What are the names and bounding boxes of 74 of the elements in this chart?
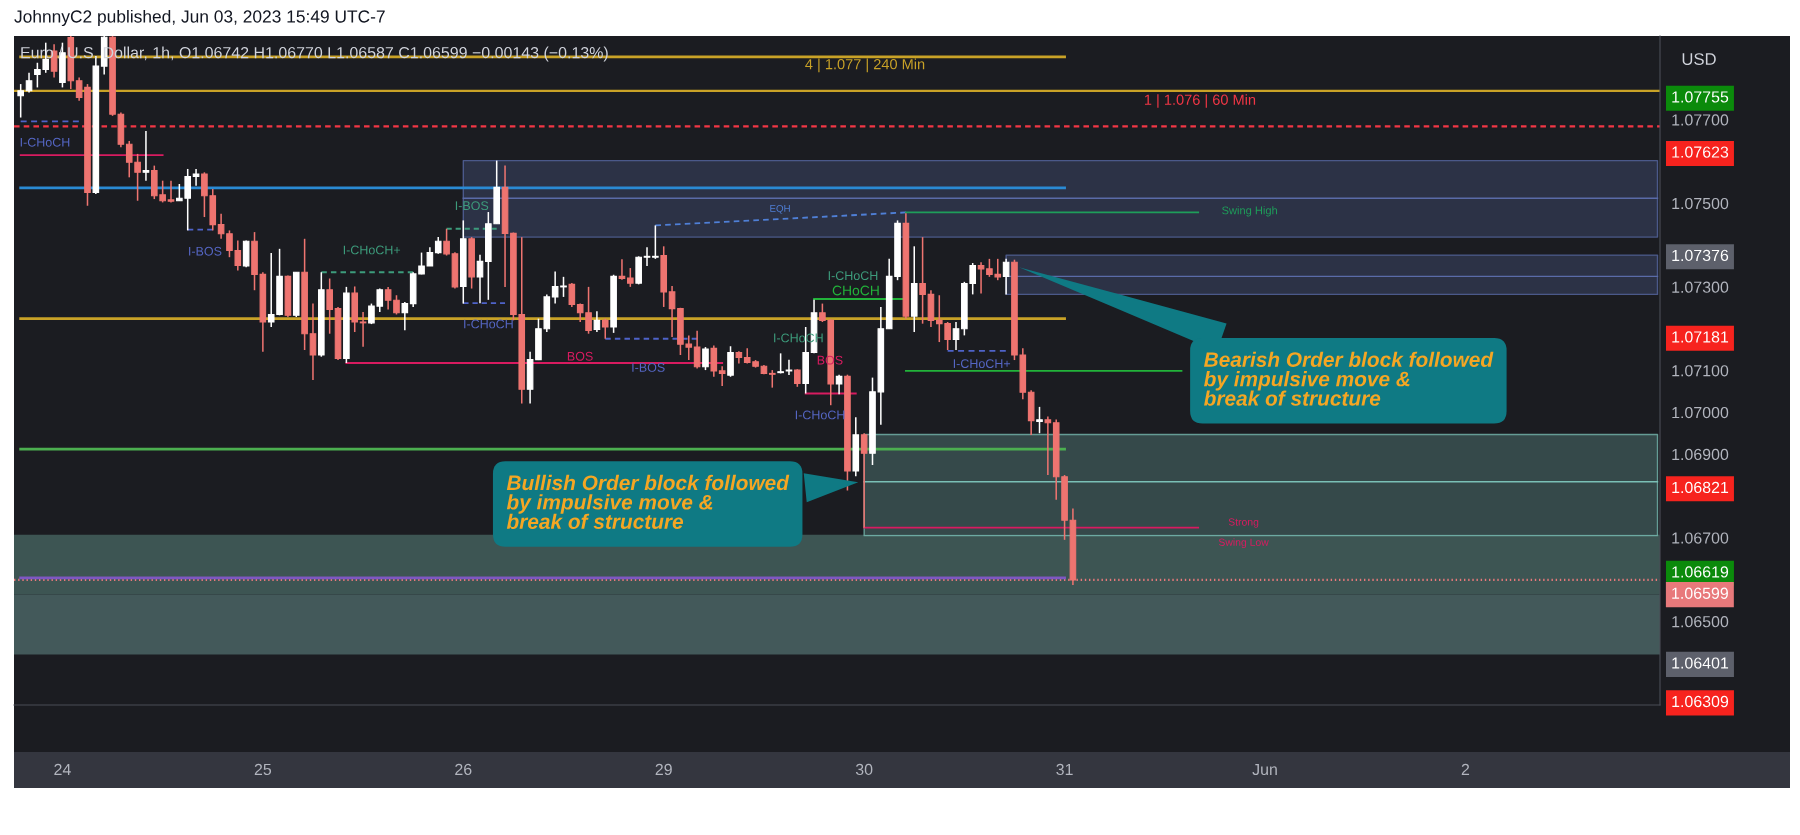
candlestick — [25, 72, 33, 94]
annotation: 4 | 1.077 | 240 Min — [805, 58, 925, 73]
x-tick-label: 29 — [655, 763, 672, 776]
y-tick-label: 1.07181 — [1672, 331, 1729, 343]
candlestick — [142, 130, 150, 182]
candlestick — [618, 258, 626, 281]
y-tick-label: 1.07623 — [1672, 146, 1729, 158]
annotation: I-CHoCH — [464, 319, 513, 329]
candlestick — [785, 358, 793, 376]
annotation: I-BOS — [189, 246, 222, 256]
annotation: BOS — [567, 351, 593, 361]
candlestick — [568, 282, 576, 308]
candlestick — [718, 365, 726, 387]
y-tick-label: 1.07376 — [1672, 249, 1729, 262]
ref-line-label: 1.06599 — [1672, 587, 1728, 599]
candlestick — [710, 344, 718, 378]
candlestick — [401, 301, 409, 332]
candlestick — [17, 83, 24, 119]
candlestick — [443, 227, 450, 257]
chart-title: JohnnyC2 published, Jun 03, 2023 15:49 UTC-7 — [14, 9, 385, 27]
candlestick — [326, 277, 333, 335]
y-tick-label: 1.07100 — [1672, 365, 1729, 377]
candlestick — [952, 321, 960, 351]
candlestick — [593, 310, 601, 333]
x-tick-label: 2 — [1461, 763, 1470, 775]
candlestick — [359, 311, 367, 348]
candlestick — [835, 373, 843, 396]
x-tick-label: 26 — [455, 763, 472, 776]
annotation: I-CHoCH — [20, 137, 70, 147]
candlestick — [192, 168, 200, 187]
y-tick-label: 1.07700 — [1672, 114, 1729, 126]
y-tick-label: 1.07300 — [1672, 281, 1729, 293]
y-tick-label: 1.07500 — [1672, 197, 1729, 210]
candlestick — [1044, 415, 1052, 476]
x-tick-label: 24 — [54, 763, 71, 775]
x-tick-label: Jun — [1252, 763, 1277, 776]
candlestick — [727, 345, 734, 378]
annotation: 1 | 1.076 | 60 Min — [1144, 94, 1256, 108]
y-tick-label: 1.07000 — [1672, 406, 1729, 419]
candlestick — [860, 432, 868, 529]
candlestick — [693, 330, 701, 370]
annotation: EQH — [770, 205, 790, 214]
candlestick — [601, 317, 609, 340]
candlestick — [668, 285, 676, 338]
y-tick-label: 1.06900 — [1672, 448, 1729, 461]
annotation: Bullish Order block followed by impulsive move & break of structure — [506, 474, 790, 529]
y-tick-label: 1.06500 — [1672, 616, 1729, 628]
y-tick-label: 1.06700 — [1672, 532, 1729, 544]
candlestick — [643, 246, 651, 267]
annotation: I-CHoCH+ — [953, 359, 1011, 369]
candlestick — [1002, 258, 1010, 296]
y-axis-title: USD — [1682, 53, 1716, 65]
annotation: I-CHoCH — [828, 271, 878, 281]
candlestick — [652, 224, 659, 260]
annotation: Bearish Order block followed by impulsive move & break of structure — [1204, 351, 1494, 406]
y-tick-label: 1.07755 — [1672, 91, 1729, 103]
y-tick-label: 1.06401 — [1672, 657, 1729, 669]
candlestick — [977, 261, 985, 295]
y-tick-label: 1.06821 — [1672, 481, 1729, 494]
y-tick-label: 1.06309 — [1672, 695, 1729, 708]
x-tick-label: 30 — [855, 763, 873, 776]
annotation: CHoCH — [832, 285, 879, 296]
candlestick — [309, 302, 317, 381]
candlestick — [702, 346, 709, 371]
x-tick-label: 31 — [1056, 763, 1073, 776]
candlestick — [919, 236, 926, 325]
annotation: I-CHoCH+ — [343, 245, 401, 255]
annotation: Strong Swing Low — [1218, 518, 1269, 548]
x-tick-label: 25 — [254, 763, 272, 776]
annotation: Swing High — [1222, 206, 1278, 217]
y-tick-label: 1.06619 — [1672, 566, 1729, 578]
candlestick — [626, 267, 634, 288]
candlestick — [1036, 406, 1043, 434]
annotation: I-BOS — [632, 363, 665, 372]
